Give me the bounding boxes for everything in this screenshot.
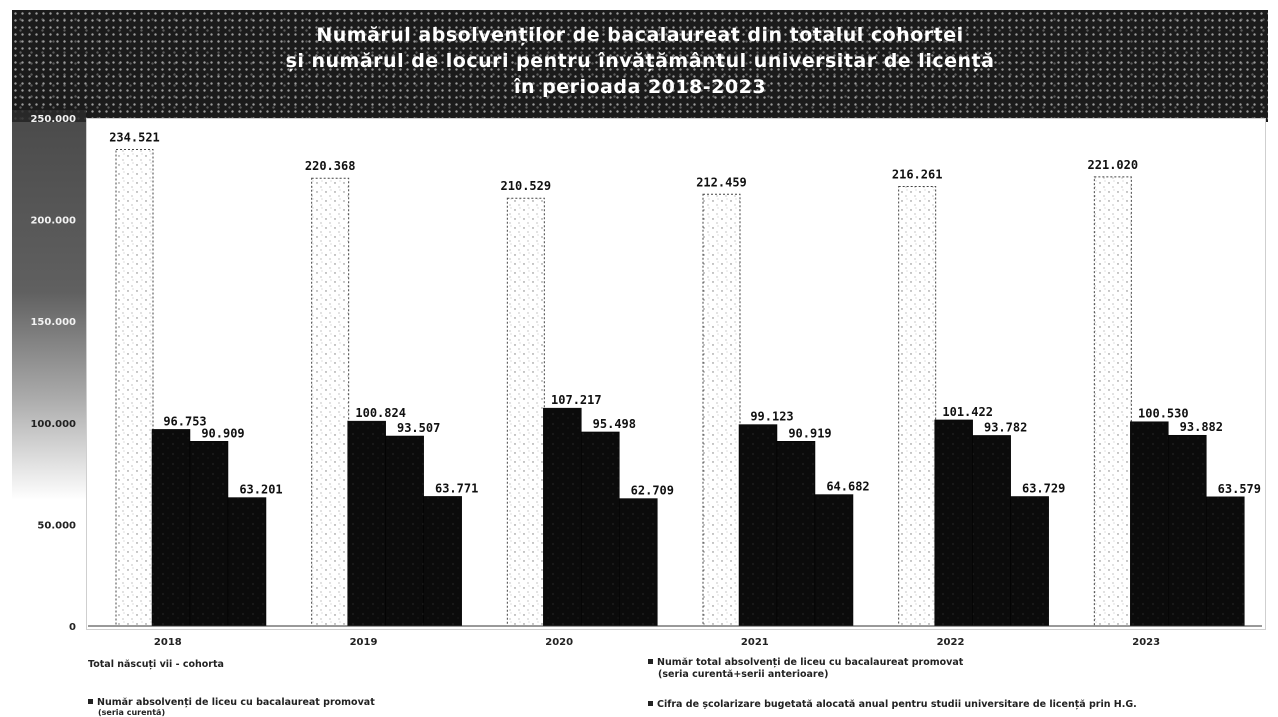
- y-tick-label: 250.000: [30, 114, 76, 125]
- data-label-graduates-current-2022: 101.422: [942, 405, 993, 419]
- y-tick-label: 150.000: [30, 317, 76, 328]
- x-tick-label-2021: 2021: [741, 637, 769, 648]
- data-label-budget-places-2023: 63.579: [1218, 482, 1261, 496]
- bar-graduates-current-2023: [1130, 421, 1169, 627]
- bar-graduates-current-2022: [934, 419, 973, 627]
- bar-cohort-2021: [702, 193, 741, 627]
- data-label-cohort-2021: 212.459: [696, 175, 747, 189]
- y-tick-label: 50.000: [37, 520, 76, 531]
- data-label-graduates-total-2018: 90.909: [201, 426, 244, 440]
- x-tick-label-2018: 2018: [154, 637, 182, 648]
- bar-cohort-2022: [898, 186, 937, 627]
- data-label-graduates-total-2020: 95.498: [593, 417, 636, 431]
- bar-graduates-current-2018: [151, 429, 191, 627]
- x-tick-label-2022: 2022: [937, 637, 965, 648]
- bar-budget-places-2019: [423, 496, 462, 627]
- bar-budget-places-2021: [814, 494, 854, 627]
- data-label-cohort-2023: 221.020: [1088, 158, 1139, 172]
- bar-graduates-total-2020: [581, 431, 620, 627]
- data-labels-layer: 234.52196.75390.90963.201220.368100.8249…: [109, 130, 1261, 497]
- x-tick-label-2020: 2020: [545, 637, 573, 648]
- data-label-graduates-total-2022: 93.782: [984, 420, 1027, 434]
- bar-graduates-total-2022: [972, 435, 1011, 627]
- left-axis-band: [12, 110, 86, 630]
- bar-budget-places-2018: [227, 497, 267, 627]
- header-band: [12, 10, 1268, 122]
- title-line-2: și numărul de locuri pentru învățământul…: [285, 50, 995, 72]
- bar-graduates-total-2023: [1168, 434, 1207, 627]
- bar-cohort-2020: [506, 197, 545, 627]
- data-label-budget-places-2020: 62.709: [631, 484, 674, 498]
- data-label-cohort-2022: 216.261: [892, 168, 943, 182]
- bar-graduates-current-2021: [738, 424, 778, 627]
- bar-cohort-2023: [1093, 176, 1132, 627]
- data-label-graduates-current-2020: 107.217: [551, 393, 602, 407]
- bars-layer: [115, 148, 1245, 627]
- data-label-budget-places-2019: 63.771: [435, 481, 478, 495]
- data-label-cohort-2018: 234.521: [109, 130, 160, 144]
- data-label-graduates-current-2021: 99.123: [750, 410, 793, 424]
- bar-budget-places-2023: [1206, 496, 1245, 627]
- y-tick-label: 0: [69, 622, 76, 633]
- bar-graduates-total-2019: [385, 435, 424, 627]
- bar-budget-places-2022: [1010, 496, 1049, 627]
- title-line-3: în perioada 2018-2023: [513, 76, 767, 98]
- x-axis: 2018 2019 2020 2021 2022 2023: [88, 625, 1262, 648]
- bar-graduates-current-2019: [347, 420, 386, 627]
- data-label-cohort-2020: 210.529: [501, 179, 552, 193]
- x-tick-label-2019: 2019: [350, 637, 378, 648]
- bar-graduates-current-2020: [543, 407, 582, 627]
- data-label-graduates-current-2018: 96.753: [163, 414, 206, 428]
- data-label-graduates-total-2023: 93.882: [1180, 420, 1223, 434]
- data-label-cohort-2019: 220.368: [305, 159, 356, 173]
- chart-title: Numărul absolvenților de bacalaureat din…: [12, 22, 1268, 100]
- y-tick-label: 100.000: [30, 419, 76, 430]
- bar-cohort-2019: [311, 177, 350, 627]
- data-label-budget-places-2021: 64.682: [826, 480, 869, 494]
- data-label-graduates-total-2021: 90.919: [788, 426, 831, 440]
- x-tick-label-2023: 2023: [1132, 637, 1160, 648]
- plot-area: [86, 118, 1266, 630]
- y-tick-label: 200.000: [30, 216, 76, 227]
- bar-graduates-total-2018: [189, 441, 229, 627]
- y-axis: 0 50.000 100.000 150.000 200.000 250.000: [30, 114, 76, 633]
- data-label-budget-places-2022: 63.729: [1022, 482, 1065, 496]
- bar-cohort-2018: [115, 148, 154, 627]
- data-label-graduates-current-2023: 100.530: [1138, 407, 1189, 421]
- bar-budget-places-2020: [619, 498, 658, 627]
- data-label-graduates-current-2019: 100.824: [355, 406, 406, 420]
- data-label-graduates-total-2019: 93.507: [397, 421, 440, 435]
- data-label-budget-places-2018: 63.201: [239, 483, 282, 497]
- bar-graduates-total-2021: [776, 441, 816, 627]
- title-line-1: Numărul absolvenților de bacalaureat din…: [316, 24, 964, 46]
